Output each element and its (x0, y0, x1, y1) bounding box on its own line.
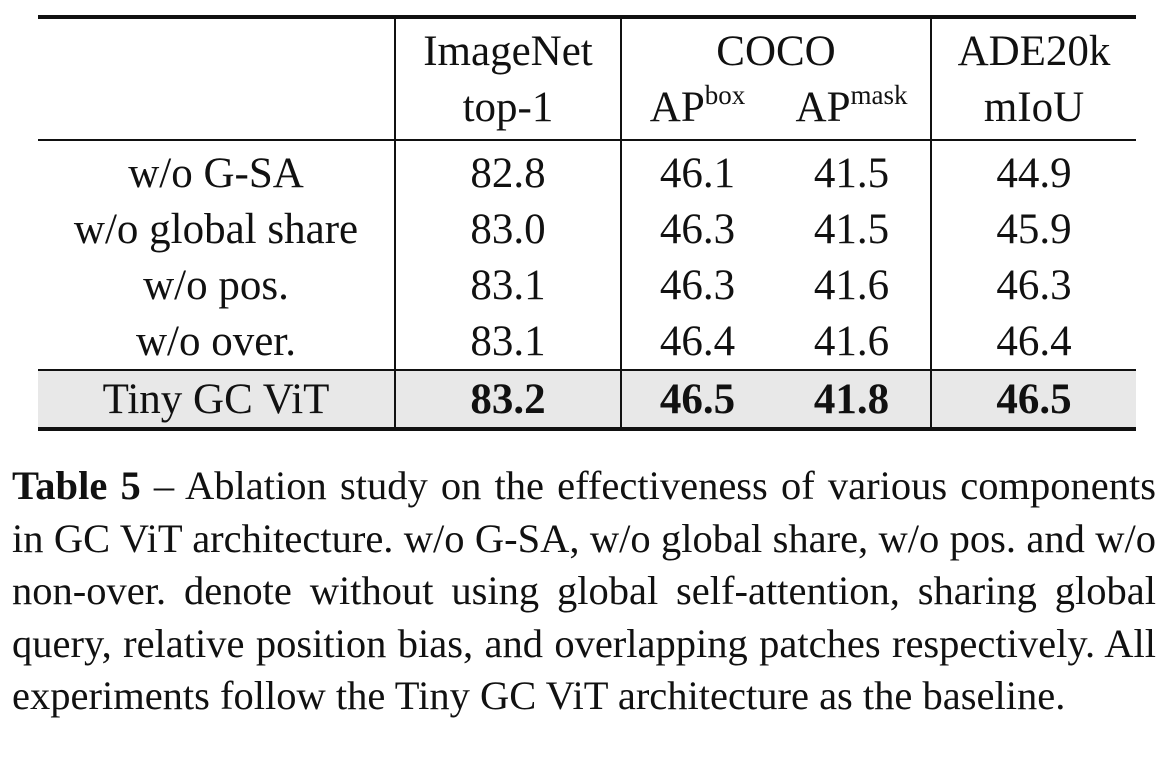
table-row: w/o G-SA 82.8 46.1 41.5 44.9 (38, 140, 1136, 201)
table-row: w/o global share 83.0 46.3 41.5 45.9 (38, 201, 1136, 257)
cell-top1: 83.1 (395, 257, 622, 313)
cell-miou: 46.3 (996, 261, 1072, 309)
cell-top1: 83.2 (395, 370, 622, 429)
row-label: w/o over. (38, 313, 396, 370)
cell-ap-box: 46.3 (659, 205, 736, 253)
header-top1: top-1 (395, 79, 622, 140)
cell-ap-box: 46.3 (659, 261, 736, 309)
cell-top1: 83.1 (395, 313, 622, 370)
cell-miou: 45.9 (996, 205, 1072, 253)
header-ap-mask-sup: mask (850, 79, 908, 110)
header-row-metrics: top-1 APbox APmask mIoU (38, 79, 1136, 140)
header-ap-box-base: AP (649, 83, 705, 131)
caption-label: Table 5 (12, 463, 141, 508)
header-ade20k: ADE20k (957, 27, 1111, 75)
cell-ap-mask: 41.5 (773, 201, 932, 257)
row-label: w/o G-SA (38, 140, 396, 201)
header-empty-cell-2 (38, 79, 396, 140)
table-caption: Table 5 – Ablation study on the effectiv… (12, 460, 1156, 723)
header-coco: COCO (621, 17, 932, 79)
cell-ap-mask: 41.6 (773, 313, 932, 370)
header-row-groups: ImageNet COCO ADE20k (38, 17, 1136, 79)
header-empty-cell (38, 17, 396, 79)
cell-ap-box: 46.1 (659, 149, 736, 197)
cell-ap-mask: 41.5 (773, 140, 932, 201)
header-miou: mIoU (983, 83, 1085, 131)
cell-ap-mask: 41.6 (773, 257, 932, 313)
cell-top1: 82.8 (395, 140, 622, 201)
ablation-table-container: ImageNet COCO ADE20k top-1 APbox APmask … (38, 15, 1136, 431)
cell-top1: 83.0 (395, 201, 622, 257)
cell-miou: 44.9 (996, 149, 1072, 197)
cell-ap-mask: 41.8 (773, 370, 932, 429)
header-ap-box-sup: box (704, 79, 746, 110)
row-label: w/o global share (38, 201, 396, 257)
table-row: w/o pos. 83.1 46.3 41.6 46.3 (38, 257, 1136, 313)
table-row-baseline: Tiny GC ViT 83.2 46.5 41.8 46.5 (38, 370, 1136, 429)
header-ap-mask: APmask (773, 79, 932, 140)
caption-text: – Ablation study on the effectiveness of… (12, 463, 1156, 718)
row-label: w/o pos. (38, 257, 396, 313)
header-ap-box: APbox (621, 79, 773, 140)
cell-ap-box: 46.5 (659, 375, 736, 423)
table-row: w/o over. 83.1 46.4 41.6 46.4 (38, 313, 1136, 370)
cell-ap-box: 46.4 (659, 317, 736, 365)
row-label: Tiny GC ViT (38, 370, 396, 429)
header-imagenet: ImageNet (395, 17, 622, 79)
cell-miou: 46.4 (996, 317, 1072, 365)
header-ap-mask-base: AP (795, 83, 851, 131)
cell-miou: 46.5 (996, 375, 1072, 423)
ablation-table: ImageNet COCO ADE20k top-1 APbox APmask … (38, 15, 1136, 431)
